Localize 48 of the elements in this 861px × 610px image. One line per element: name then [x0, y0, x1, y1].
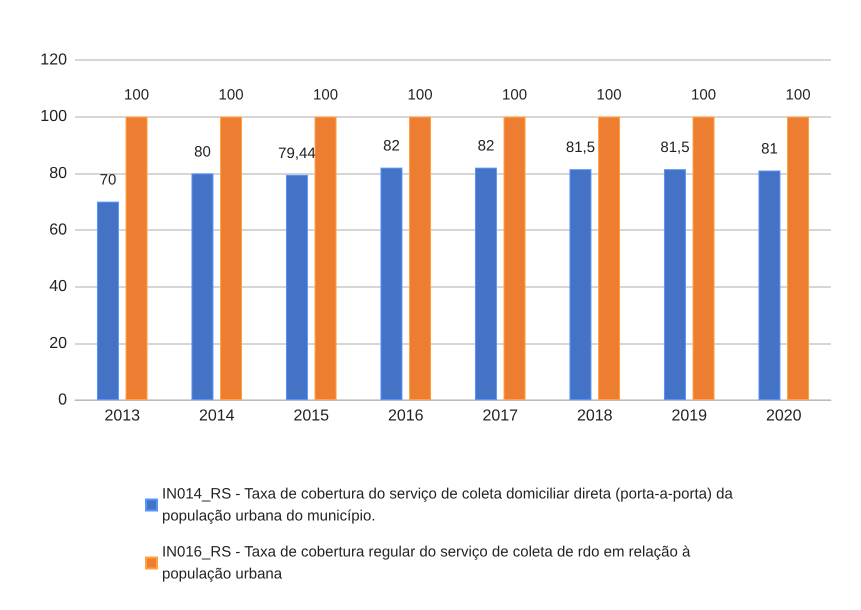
- data-label: 100: [313, 86, 338, 104]
- bar: [126, 116, 148, 400]
- y-tick-label: 100: [40, 108, 68, 126]
- bar: [474, 168, 497, 400]
- bar: [409, 116, 432, 400]
- x-tick-label: 2018: [576, 408, 613, 424]
- x-tick-label: 2014: [198, 408, 235, 424]
- x-tick-label: 2017: [482, 408, 518, 424]
- data-label: 100: [786, 86, 811, 104]
- x-tick-label: 2019: [671, 408, 708, 424]
- bar: [286, 174, 308, 400]
- bar: [692, 116, 715, 400]
- x-tick-label: 2016: [388, 408, 424, 424]
- legend-label: IN014_RS - Taxa de cobertura do serviço de coleta domiciliar direta (porta-a-porta) da população urbana do município.: [162, 486, 738, 524]
- data-label: 82: [478, 138, 494, 155]
- y-tick-label: 40: [49, 278, 68, 296]
- data-label: 80: [194, 143, 211, 160]
- bar: [96, 202, 119, 400]
- data-label: 100: [691, 86, 716, 104]
- legend-label: IN016_RS - Taxa de cobertura regular do serviço de coleta de rdo em relação à população urbana: [162, 544, 695, 582]
- y-tick-label: 80: [49, 164, 68, 182]
- y-tick-label: 20: [49, 334, 68, 352]
- data-label: 100: [596, 86, 622, 104]
- y-tick-label: 60: [49, 222, 68, 238]
- data-label: 100: [502, 86, 528, 104]
- data-label: 81: [761, 140, 778, 158]
- data-label: 82: [383, 138, 400, 155]
- bar: [504, 116, 526, 400]
- bar: [598, 116, 620, 400]
- data-label: 70: [100, 172, 116, 189]
- bar: [787, 116, 810, 400]
- x-tick-label: 2013: [104, 408, 140, 424]
- bar: [314, 116, 337, 400]
- data-label: 81,5: [660, 139, 690, 156]
- bar: [569, 169, 592, 400]
- y-tick-label: 120: [40, 52, 68, 68]
- bar: [380, 168, 402, 400]
- bar: [191, 173, 214, 400]
- data-label: 81,5: [566, 139, 596, 156]
- bar: [758, 170, 780, 400]
- x-tick-label: 2015: [293, 408, 330, 424]
- data-label: 100: [218, 86, 244, 104]
- data-label: 100: [408, 86, 433, 104]
- x-tick-label: 2020: [766, 408, 802, 424]
- bar: [664, 169, 686, 400]
- data-label: 100: [124, 86, 150, 104]
- bar: [220, 116, 242, 400]
- y-tick-label: 0: [58, 392, 68, 408]
